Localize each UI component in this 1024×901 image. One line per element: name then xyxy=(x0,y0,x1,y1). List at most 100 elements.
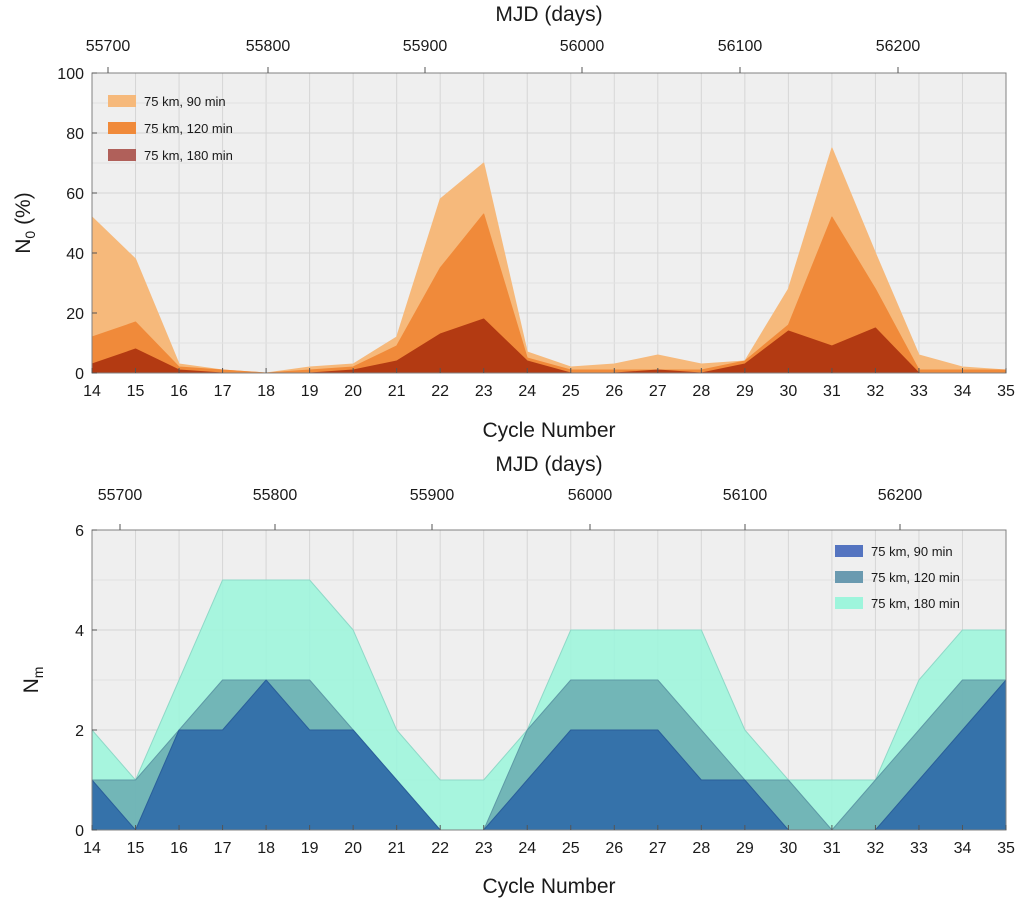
legend: 75 km, 90 min 75 km, 120 min 75 km, 180 mi… xyxy=(835,544,960,611)
top-axis-ticks: 55700 55800 55900 56000 56100 56200 xyxy=(86,38,921,73)
legend-swatch xyxy=(835,597,863,609)
x-tick-label: 16 xyxy=(170,840,188,857)
x-tick-label: 17 xyxy=(214,840,232,857)
legend-swatch xyxy=(835,571,863,583)
y-axis-label-main: N xyxy=(20,678,43,693)
x-tick-label: 35 xyxy=(997,840,1015,857)
x-axis-ticks: 14 15 16 17 18 19 20 21 22 23 24 25 26 27 28 29 30 31 32 33… xyxy=(83,825,1015,857)
x-tick-label: 19 xyxy=(301,383,319,400)
x-tick-label: 24 xyxy=(518,383,536,400)
x-tick-label: 27 xyxy=(649,383,667,400)
legend-swatch xyxy=(108,95,136,107)
top-tick-label: 55700 xyxy=(98,487,143,504)
legend-label: 75 km, 180 min xyxy=(871,596,960,611)
x-tick-label: 14 xyxy=(83,840,101,857)
x-tick-label: 21 xyxy=(388,383,406,400)
y-tick-label: 20 xyxy=(66,306,84,323)
top-axis-title: MJD (days) xyxy=(495,3,602,26)
top-tick-label: 55900 xyxy=(410,487,455,504)
x-tick-label: 24 xyxy=(518,840,536,857)
x-tick-label: 31 xyxy=(823,383,841,400)
top-tick-label: 56100 xyxy=(723,487,768,504)
panel-top-n0-chart: 14 15 16 17 18 19 20 21 22 23 24 25 26 27 28 29 30 31 32 33… xyxy=(12,3,1015,442)
x-tick-label: 18 xyxy=(257,383,275,400)
x-axis-ticks: 14 15 16 17 18 19 20 21 22 23 24 25 26 27 28 29 30 31 32 33… xyxy=(83,368,1015,400)
x-tick-label: 18 xyxy=(257,840,275,857)
x-axis-label: Cycle Number xyxy=(482,419,615,442)
top-tick-label: 56000 xyxy=(568,487,613,504)
legend-swatch xyxy=(835,545,863,557)
y-axis-label: Nm xyxy=(20,667,46,694)
legend-label: 75 km, 180 min xyxy=(144,148,233,163)
x-tick-label: 34 xyxy=(954,383,972,400)
legend-label: 75 km, 90 min xyxy=(871,544,953,559)
legend-swatch xyxy=(108,122,136,134)
x-tick-label: 22 xyxy=(431,383,449,400)
top-tick-label: 56000 xyxy=(560,38,605,55)
x-tick-label: 32 xyxy=(867,840,885,857)
legend-label: 75 km, 120 min xyxy=(871,570,960,585)
x-tick-label: 30 xyxy=(779,840,797,857)
x-tick-label: 17 xyxy=(214,383,232,400)
top-tick-label: 56200 xyxy=(878,487,923,504)
x-tick-label: 14 xyxy=(83,383,101,400)
y-tick-label: 80 xyxy=(66,126,84,143)
x-tick-label: 25 xyxy=(562,383,580,400)
y-tick-label: 0 xyxy=(75,366,84,383)
legend-swatch xyxy=(108,149,136,161)
x-tick-label: 28 xyxy=(692,840,710,857)
panel-bottom-nm-chart: 14 15 16 17 18 19 20 21 22 23 24 25 26 27 28 29 30 31 32 33… xyxy=(20,453,1015,898)
y-tick-label: 100 xyxy=(57,66,84,83)
y-axis-ticks: 0 20 40 60 80 100 xyxy=(57,66,97,383)
y-tick-label: 0 xyxy=(75,823,84,840)
top-tick-label: 55800 xyxy=(246,38,291,55)
legend-label: 75 km, 90 min xyxy=(144,94,226,109)
x-tick-label: 26 xyxy=(605,383,623,400)
top-tick-label: 56100 xyxy=(718,38,763,55)
x-tick-label: 19 xyxy=(301,840,319,857)
x-tick-label: 25 xyxy=(562,840,580,857)
x-tick-label: 15 xyxy=(127,383,145,400)
x-tick-label: 29 xyxy=(736,840,754,857)
y-tick-label: 60 xyxy=(66,186,84,203)
y-tick-label: 6 xyxy=(75,523,84,540)
x-tick-label: 31 xyxy=(823,840,841,857)
x-tick-label: 32 xyxy=(867,383,885,400)
legend: 75 km, 90 min 75 km, 120 min 75 km, 180 mi… xyxy=(108,94,233,163)
y-axis-label-subscript: 0 xyxy=(22,231,38,239)
y-axis-label-main: N xyxy=(12,239,35,254)
x-tick-label: 30 xyxy=(779,383,797,400)
top-tick-label: 56200 xyxy=(876,38,921,55)
x-tick-label: 23 xyxy=(475,840,493,857)
x-tick-label: 15 xyxy=(127,840,145,857)
y-axis-label-suffix: (%) xyxy=(12,192,35,231)
series-areas xyxy=(91,579,1007,831)
plot-frame xyxy=(91,529,1007,831)
top-tick-label: 55700 xyxy=(86,38,131,55)
x-tick-label: 27 xyxy=(649,840,667,857)
x-tick-label: 20 xyxy=(344,840,362,857)
x-tick-label: 34 xyxy=(954,840,972,857)
y-axis-ticks: 0 2 4 6 xyxy=(75,523,97,840)
top-axis-ticks: 55700 55800 55900 56000 56100 56200 xyxy=(98,487,923,530)
top-axis-title: MJD (days) xyxy=(495,453,602,476)
y-axis-label: N0 (%) xyxy=(12,192,38,253)
x-tick-label: 33 xyxy=(910,383,928,400)
legend-label: 75 km, 120 min xyxy=(144,121,233,136)
y-axis-label-subscript: m xyxy=(30,667,46,679)
top-tick-label: 55800 xyxy=(253,487,298,504)
y-tick-label: 4 xyxy=(75,623,84,640)
x-tick-label: 23 xyxy=(475,383,493,400)
top-tick-label: 55900 xyxy=(403,38,448,55)
y-tick-label: 2 xyxy=(75,723,84,740)
x-tick-label: 35 xyxy=(997,383,1015,400)
y-tick-label: 40 xyxy=(66,246,84,263)
x-tick-label: 26 xyxy=(605,840,623,857)
x-tick-label: 22 xyxy=(431,840,449,857)
x-tick-label: 16 xyxy=(170,383,188,400)
x-tick-label: 20 xyxy=(344,383,362,400)
x-tick-label: 21 xyxy=(388,840,406,857)
x-tick-label: 33 xyxy=(910,840,928,857)
x-tick-label: 29 xyxy=(736,383,754,400)
